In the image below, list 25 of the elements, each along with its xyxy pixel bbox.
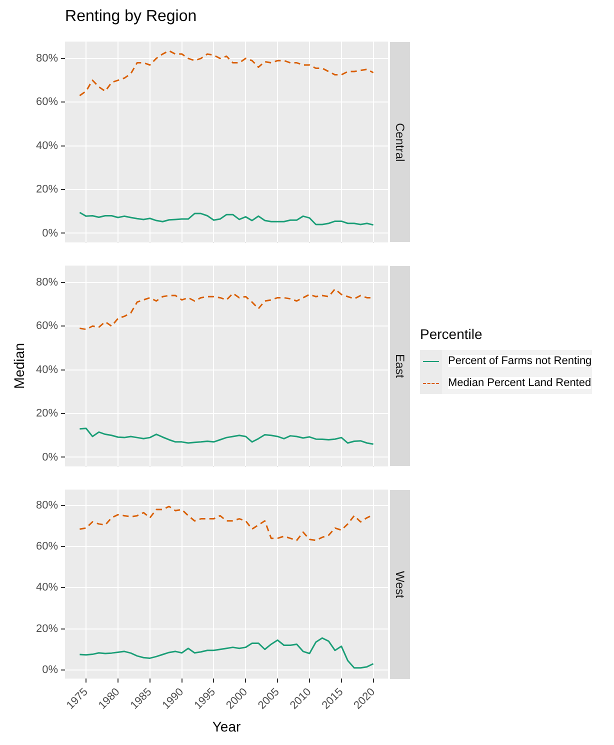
y-tick-label: 40%: [36, 364, 58, 376]
y-tick-label: 60%: [36, 540, 58, 553]
line-series: [78, 50, 374, 96]
y-tick-label: 20%: [36, 184, 58, 196]
chart-title: Renting by Region: [65, 8, 197, 26]
y-tick-label: 20%: [36, 408, 58, 420]
y-tick-label: 60%: [36, 96, 58, 108]
y-axis-title: Median: [11, 343, 27, 389]
text: West: [393, 570, 407, 598]
y-tick-label: 0%: [42, 227, 58, 240]
y-tick-label: 0%: [42, 451, 58, 464]
legend-label: Median Percent Land Rented: [448, 377, 592, 389]
y-tick-label: 0%: [42, 664, 58, 676]
legend-label: Percent of Farms not Renting: [448, 355, 592, 367]
y-tick-label: 80%: [36, 499, 58, 512]
y-tick-label: 40%: [36, 140, 58, 152]
y-tick-label: 20%: [36, 622, 58, 635]
y-tick-label: 40%: [36, 582, 58, 594]
legend-title: Percentile: [420, 326, 484, 342]
text: East: [393, 354, 407, 378]
y-tick-label: 60%: [36, 320, 58, 332]
y-tick-label: 80%: [36, 276, 58, 288]
text: Central: [393, 122, 407, 162]
x-axis-title: Year: [212, 718, 241, 734]
y-tick-label: 80%: [36, 52, 58, 64]
